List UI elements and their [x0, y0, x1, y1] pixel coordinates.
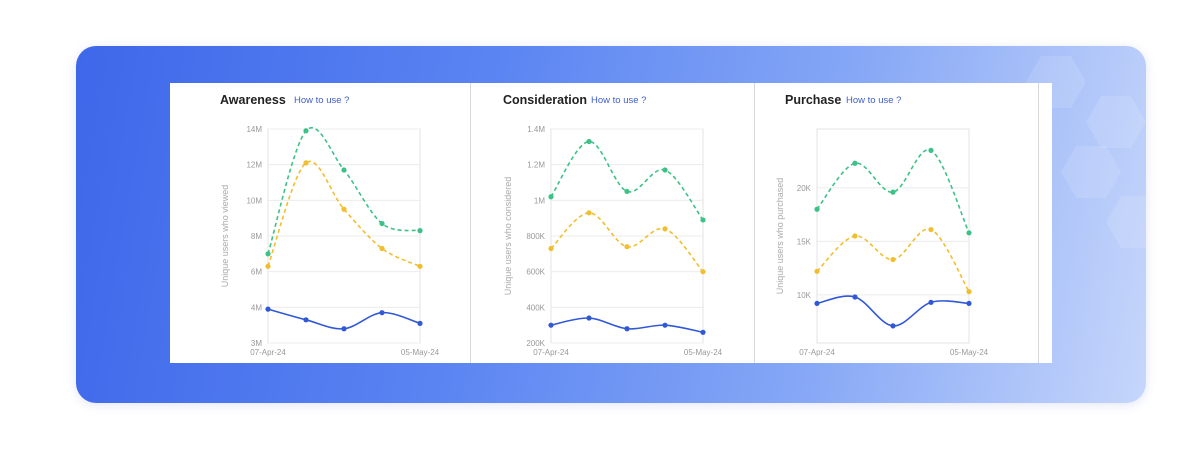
data-point: [814, 206, 820, 212]
y-axis-label: Unique users who viewed: [220, 185, 230, 288]
series-line-2: [816, 295, 970, 327]
y-tick-label: 1M: [534, 196, 545, 205]
data-point: [548, 245, 554, 252]
data-point: [890, 189, 896, 195]
y-tick-label: 1.4M: [527, 125, 545, 134]
data-point: [662, 226, 668, 232]
purchase-title: Purchase: [785, 93, 842, 107]
y-tick-label: 8M: [251, 232, 262, 241]
series-line-2: [267, 308, 421, 330]
series-line-0: [550, 140, 704, 221]
y-tick-label: 600K: [526, 268, 545, 277]
awareness-title: Awareness: [220, 93, 286, 107]
data-point: [303, 160, 309, 166]
data-point: [700, 329, 706, 335]
y-tick-label: 10M: [246, 196, 262, 205]
y-tick-label: 10K: [797, 291, 812, 300]
hexagon-decoration: [1086, 96, 1146, 148]
data-point: [852, 233, 858, 239]
x-tick-label: 05-May-24: [401, 348, 440, 357]
charts-panel: Awareness How to use ? 14M 12M 10M 8M 6M 4M 3M…: [170, 83, 1052, 363]
y-tick-label: 400K: [526, 303, 545, 312]
data-point: [624, 188, 630, 195]
y-tick-label: 4M: [251, 303, 262, 312]
data-point: [966, 230, 972, 236]
data-point: [417, 320, 423, 326]
data-point: [586, 138, 592, 145]
data-point: [814, 268, 820, 274]
divider: [1038, 83, 1039, 363]
data-point: [341, 206, 347, 212]
plot-frame: [816, 128, 970, 344]
y-axis-label: Unique users who purchased: [775, 178, 785, 295]
data-point: [814, 300, 820, 307]
purchase-how-to-use-link[interactable]: How to use ?: [846, 95, 902, 106]
y-axis-label: Unique users who considered: [503, 177, 513, 296]
data-point: [379, 220, 385, 227]
divider: [754, 83, 755, 363]
data-point: [303, 128, 309, 134]
data-point: [928, 226, 934, 233]
data-point: [890, 256, 896, 263]
data-point: [700, 269, 706, 275]
y-tick-label: 800K: [526, 232, 545, 241]
purchase-chart: 20K 15K 10K Unique users who purchased 07-Ap…: [775, 128, 989, 357]
data-point: [966, 289, 972, 295]
data-point: [303, 317, 309, 323]
divider: [470, 83, 471, 363]
series-line-1: [550, 212, 704, 273]
y-tick-label: 15K: [797, 237, 812, 246]
y-tick-label: 12M: [246, 161, 262, 170]
consideration-how-to-use-link[interactable]: How to use ?: [591, 95, 647, 106]
hexagon-decoration: [1106, 196, 1146, 248]
y-tick-label: 14M: [246, 125, 262, 134]
x-tick-label: 05-May-24: [684, 348, 723, 357]
data-point: [586, 210, 592, 216]
x-tick-label: 05-May-24: [950, 348, 989, 357]
data-point: [379, 310, 385, 316]
series-line-1: [267, 160, 421, 268]
y-tick-label: 20K: [797, 184, 812, 193]
x-tick-label: 07-Apr-24: [533, 348, 569, 357]
awareness-chart: 14M 12M 10M 8M 6M 4M 3M Unique users who viewed…: [220, 125, 440, 357]
data-point: [265, 263, 271, 269]
data-point: [586, 315, 592, 321]
data-point: [265, 306, 271, 312]
data-point: [417, 263, 423, 269]
data-point: [890, 323, 896, 329]
data-point: [928, 147, 934, 153]
data-point: [624, 244, 630, 250]
awareness-card: Awareness How to use ? 14M 12M 10M 8M 6M 4M 3M…: [170, 83, 470, 363]
consideration-title: Consideration: [503, 93, 588, 107]
data-point: [852, 294, 858, 300]
data-point: [548, 322, 554, 328]
data-point: [852, 160, 858, 166]
y-tick-label: 6M: [251, 268, 262, 277]
awareness-how-to-use-link[interactable]: How to use ?: [294, 95, 350, 106]
data-point: [341, 167, 347, 173]
data-point: [966, 300, 972, 307]
data-point: [928, 299, 934, 305]
y-tick-label: 3M: [251, 339, 262, 348]
consideration-card: Consideration How to use ? 1.4M 1.2M 1M 800…: [471, 83, 754, 363]
data-point: [662, 322, 668, 328]
x-tick-label: 07-Apr-24: [250, 348, 286, 357]
data-point: [341, 326, 347, 332]
hexagon-decoration: [1061, 146, 1121, 198]
data-point: [379, 245, 385, 252]
y-tick-label: 1.2M: [527, 161, 545, 170]
data-point: [662, 167, 668, 173]
data-point: [265, 251, 271, 257]
data-point: [624, 326, 630, 332]
y-tick-label: 200K: [526, 339, 545, 348]
x-tick-label: 07-Apr-24: [799, 348, 835, 357]
data-point: [417, 228, 423, 234]
purchase-card: Purchase How to use ? 20K 15K 10K Unique us…: [755, 83, 1038, 363]
consideration-chart: 1.4M 1.2M 1M 800K 600K 400K 200K Unique users w…: [503, 125, 723, 357]
data-point: [548, 194, 554, 200]
data-point: [700, 217, 706, 223]
series-line-0: [267, 127, 421, 255]
